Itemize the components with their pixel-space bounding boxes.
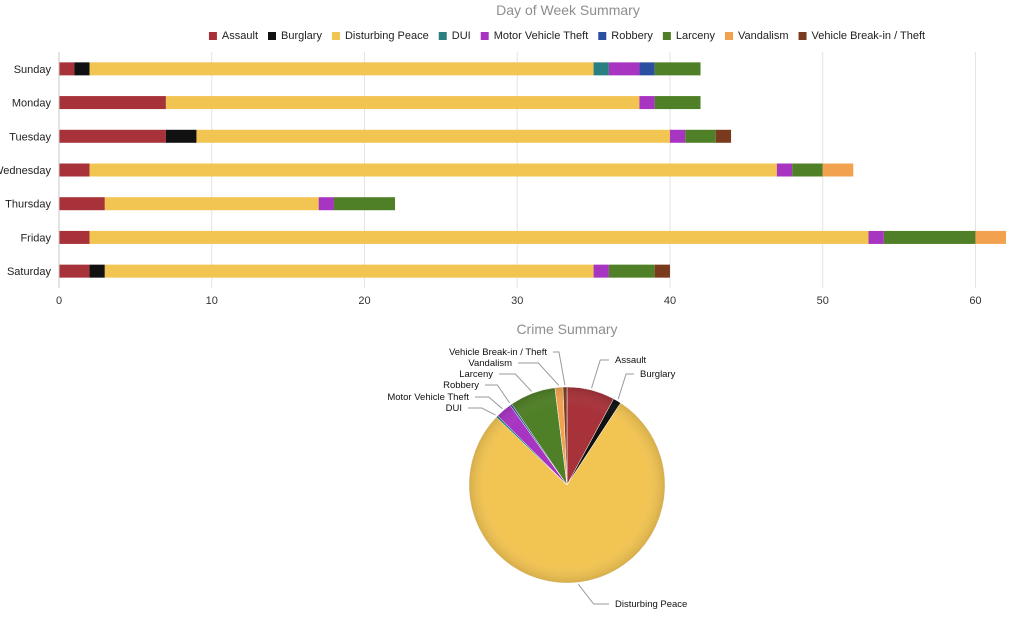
bar-sunday-robbery — [639, 62, 655, 76]
legend-label-robbery: Robbery — [611, 30, 653, 42]
bar-wednesday-larceny — [792, 163, 823, 177]
pie-label-robbery: Robbery — [443, 380, 479, 391]
pie-label-motor-vehicle-theft: Motor Vehicle Theft — [387, 392, 469, 403]
bar-saturday-larceny — [608, 264, 655, 278]
pie-connector-burglary — [617, 373, 634, 400]
x-tick-label: 60 — [969, 295, 981, 307]
bar-saturday-vehicle-break-in-theft — [654, 264, 670, 278]
bar-monday-motor-vehicle-theft — [639, 96, 655, 110]
bar-chart-legend: Assault Burglary Disturbing Peace DUI Motor … — [208, 30, 926, 42]
pie-chart-plot — [468, 386, 666, 584]
bar-sunday-dui — [593, 62, 609, 76]
bar-tuesday-motor-vehicle-theft — [669, 129, 686, 143]
legend-label-dui: DUI — [452, 30, 471, 42]
category-label-tuesday: Tuesday — [9, 131, 51, 143]
bar-friday-disturbing-peace — [89, 230, 869, 244]
bar-wednesday-motor-vehicle-theft — [776, 163, 793, 177]
legend-swatch-dui — [438, 32, 447, 40]
pie-connector-assault — [591, 359, 609, 389]
legend-label-motor-vehicle-theft: Motor Vehicle Theft — [494, 30, 589, 42]
legend-swatch-larceny — [662, 32, 671, 40]
x-tick-label: 20 — [358, 295, 370, 307]
bar-friday-larceny — [883, 230, 976, 244]
pie-label-vehicle-break-in-theft: Vehicle Break-in / Theft — [449, 347, 547, 358]
pie-connector-disturbing-peace — [577, 584, 609, 605]
legend-label-vehicle-break-in-theft: Vehicle Break-in / Theft — [812, 30, 926, 42]
bar-thursday-disturbing-peace — [104, 197, 319, 211]
bar-wednesday-disturbing-peace — [89, 163, 777, 177]
pie-connector-vandalism — [518, 362, 560, 386]
x-tick-label: 0 — [56, 295, 62, 307]
bar-tuesday-vehicle-break-in-theft — [715, 129, 732, 143]
bar-wednesday-vandalism — [822, 163, 854, 177]
bar-chart-plot — [59, 62, 1006, 278]
category-label-monday: Monday — [12, 98, 52, 110]
legend-swatch-motor-vehicle-theft — [480, 32, 489, 40]
bar-wednesday-assault — [59, 163, 90, 177]
bar-saturday-motor-vehicle-theft — [593, 264, 609, 278]
bar-monday-assault — [59, 96, 166, 110]
pie-label-burglary: Burglary — [640, 369, 676, 380]
pie-connector-dui — [468, 407, 496, 416]
bar-friday-vandalism — [975, 230, 1006, 244]
bar-sunday-larceny — [654, 62, 701, 76]
bar-tuesday-disturbing-peace — [196, 129, 670, 143]
category-label-thursday: Thursday — [5, 199, 51, 211]
legend-label-disturbing-peace: Disturbing Peace — [345, 30, 429, 42]
bar-thursday-larceny — [333, 197, 396, 211]
pie-chart-title: Crime Summary — [516, 321, 617, 337]
bar-friday-motor-vehicle-theft — [868, 230, 884, 244]
bar-saturday-disturbing-peace — [104, 264, 594, 278]
x-tick-label: 30 — [511, 295, 523, 307]
x-tick-label: 10 — [206, 295, 218, 307]
bar-thursday-assault — [59, 197, 105, 211]
bar-sunday-burglary — [74, 62, 90, 76]
legend-swatch-disturbing-peace — [331, 32, 340, 40]
bar-chart-title: Day of Week Summary — [496, 2, 640, 18]
bar-saturday-burglary — [89, 264, 105, 278]
pie-label-vandalism: Vandalism — [468, 358, 512, 369]
legend-label-burglary: Burglary — [281, 30, 322, 42]
pie-connector-vehicle-break-in-theft — [553, 351, 566, 386]
bar-monday-larceny — [654, 96, 701, 110]
legend-swatch-assault — [208, 32, 217, 40]
bar-tuesday-burglary — [165, 129, 197, 143]
bar-chart-axes: 0 10 20 30 40 50 60 Sunday Monday Tuesday Wednesda… — [0, 52, 982, 307]
legend-label-assault: Assault — [222, 30, 258, 42]
pie-label-assault: Assault — [615, 355, 647, 366]
bar-thursday-motor-vehicle-theft — [318, 197, 334, 211]
pie-label-disturbing-peace: Disturbing Peace — [615, 599, 687, 610]
bar-tuesday-assault — [59, 129, 166, 143]
legend-label-vandalism: Vandalism — [738, 30, 789, 42]
bar-saturday-assault — [59, 264, 90, 278]
pie-connector-robbery — [485, 384, 511, 404]
pie-connector-motor-vehicle-theft — [475, 396, 503, 410]
category-label-friday: Friday — [20, 232, 51, 244]
category-label-saturday: Saturday — [7, 266, 52, 278]
bar-sunday-motor-vehicle-theft — [608, 62, 640, 76]
x-tick-label: 40 — [664, 295, 676, 307]
pie-label-dui: DUI — [446, 403, 462, 414]
category-label-sunday: Sunday — [14, 64, 52, 76]
legend-label-larceny: Larceny — [676, 30, 716, 42]
pie-label-larceny: Larceny — [459, 369, 493, 380]
bar-friday-assault — [59, 230, 90, 244]
pie-connector-larceny — [499, 373, 532, 392]
legend-swatch-vehicle-break-in-theft — [798, 32, 807, 40]
category-label-wednesday: Wednesday — [0, 165, 51, 177]
bar-sunday-disturbing-peace — [89, 62, 594, 76]
x-tick-label: 50 — [817, 295, 829, 307]
bar-sunday-assault — [59, 62, 75, 76]
legend-swatch-robbery — [598, 32, 607, 40]
bar-monday-disturbing-peace — [165, 96, 640, 110]
pie-chart-labels: Assault Burglary Disturbing Peace DUIMotor … — [387, 347, 687, 610]
bar-tuesday-larceny — [685, 129, 716, 143]
legend-swatch-vandalism — [725, 32, 733, 40]
legend-swatch-burglary — [268, 32, 276, 40]
